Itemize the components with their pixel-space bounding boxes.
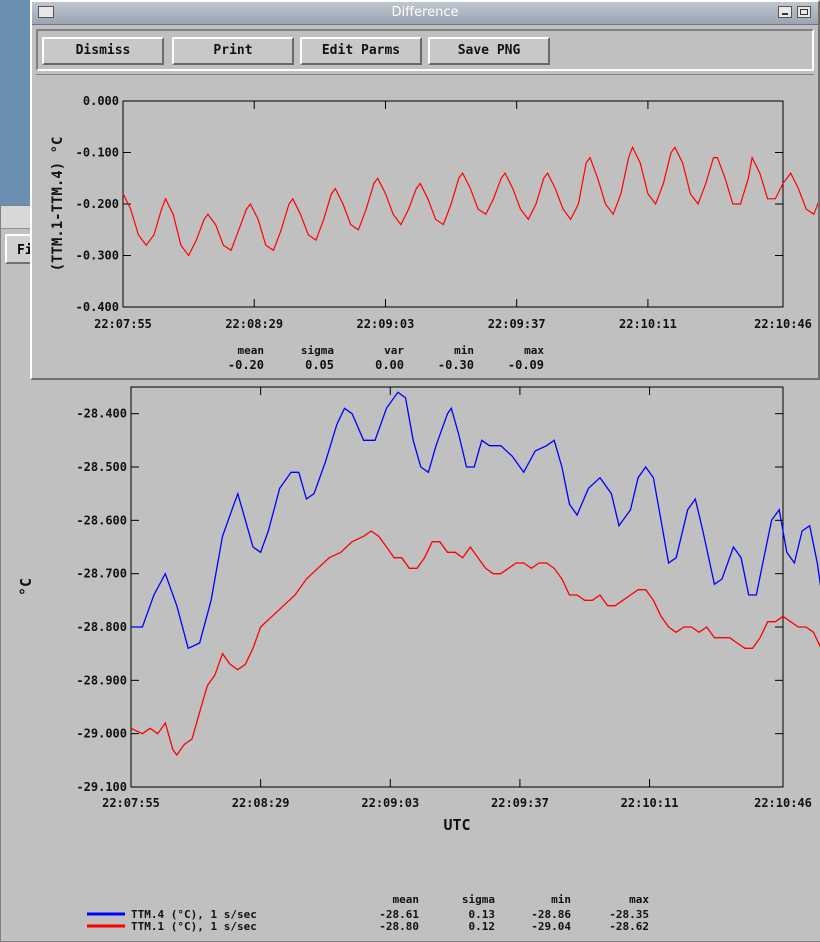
x-tick-label: 22:09:37 [488,317,546,331]
stats-value: -28.35 [609,908,649,921]
diff-stats-header: var [384,344,404,357]
diff-stats-value: -0.09 [508,358,544,372]
difference-toolbar: Dismiss Print Edit Parms Save PNG [36,29,814,71]
stats-value: -28.80 [379,920,419,933]
stats-value: 0.12 [469,920,496,933]
y-tick-label: -28.900 [76,673,127,687]
x-tick-label: 22:07:55 [94,317,152,331]
stats-header: sigma [462,893,495,906]
x-axis-label: UTC [443,816,470,834]
legend-label: TTM.4 (°C), 1 s/sec [131,908,257,921]
main-chart: -28.400 -28.500 -28.600 -28.700 -28.800 -28.9… [17,386,820,933]
window-menu-icon[interactable] [38,6,54,18]
toolbar-separator [36,74,814,75]
difference-chart: 0.000 -0.100 -0.200 -0.300 -0.400 22:07:55 22:… [50,94,818,372]
y-tick-label: -28.400 [76,407,127,421]
diff-stats-value: 0.05 [305,358,334,372]
x-tick-label: 22:07:55 [102,796,160,810]
diff-stats-header: min [454,344,474,357]
diff-stats-header: sigma [301,344,334,357]
y-tick-label: -29.100 [76,780,127,794]
y-axis-label: °C [17,578,35,596]
stats-header: mean [393,893,420,906]
maximize-icon[interactable] [797,6,811,18]
diff-stats-header: max [524,344,544,357]
x-tick-label: 22:08:29 [225,317,283,331]
dismiss-button[interactable]: Dismiss [42,37,164,65]
print-button[interactable]: Print [172,37,294,65]
y-tick-label: 0.000 [83,94,119,108]
diff-stats-value: -0.20 [228,358,264,372]
diff-stats-header: mean [238,344,265,357]
x-tick-label: 22:08:29 [232,796,290,810]
y-tick-label: -28.800 [76,620,127,634]
file-menu-label: Fi [17,243,33,258]
x-tick-label: 22:10:11 [621,796,679,810]
diff-stats-value: -0.30 [438,358,474,372]
stats-value: -28.61 [379,908,419,921]
stats-header: min [551,893,571,906]
series-line-ttm1 [130,530,820,757]
y-tick-label: -0.200 [76,197,119,211]
difference-title: Difference [391,5,459,20]
y-tick-label: -0.100 [76,146,119,160]
y-tick-label: -0.300 [76,249,119,263]
x-tick-label: 22:10:46 [754,796,812,810]
stats-value: 0.13 [469,908,496,921]
x-tick-label: 22:09:37 [491,796,549,810]
x-tick-label: 22:09:03 [361,796,419,810]
main-plot-frame [130,386,784,788]
x-tick-label: 22:10:46 [754,317,812,331]
minimize-icon[interactable] [778,6,792,18]
stats-value: -28.86 [531,908,571,921]
difference-series-line [122,145,818,257]
y-tick-label: -29.000 [76,727,127,741]
legend-label: TTM.1 (°C), 1 s/sec [131,920,257,933]
x-tick-label: 22:09:03 [357,317,415,331]
series-line-ttm4 [131,391,820,650]
y-tick-label: -0.400 [76,300,119,314]
save-png-button[interactable]: Save PNG [428,37,550,65]
diff-plot-frame [122,100,784,308]
y-tick-label: -28.700 [76,567,127,581]
x-tick-label: 22:10:11 [619,317,677,331]
stats-value: -29.04 [531,920,571,933]
diff-y-axis-label: (TTM.1-TTM.4) °C [50,137,66,272]
y-tick-label: -28.500 [76,460,127,474]
edit-parms-button[interactable]: Edit Parms [300,37,422,65]
difference-titlebar: Difference [32,2,818,25]
diff-stats-value: 0.00 [375,358,404,372]
difference-window: Difference Dismiss Print Edit Parms Save… [30,0,820,380]
stats-value: -28.62 [609,920,649,933]
y-tick-label: -28.600 [76,513,127,527]
stats-header: max [629,893,649,906]
